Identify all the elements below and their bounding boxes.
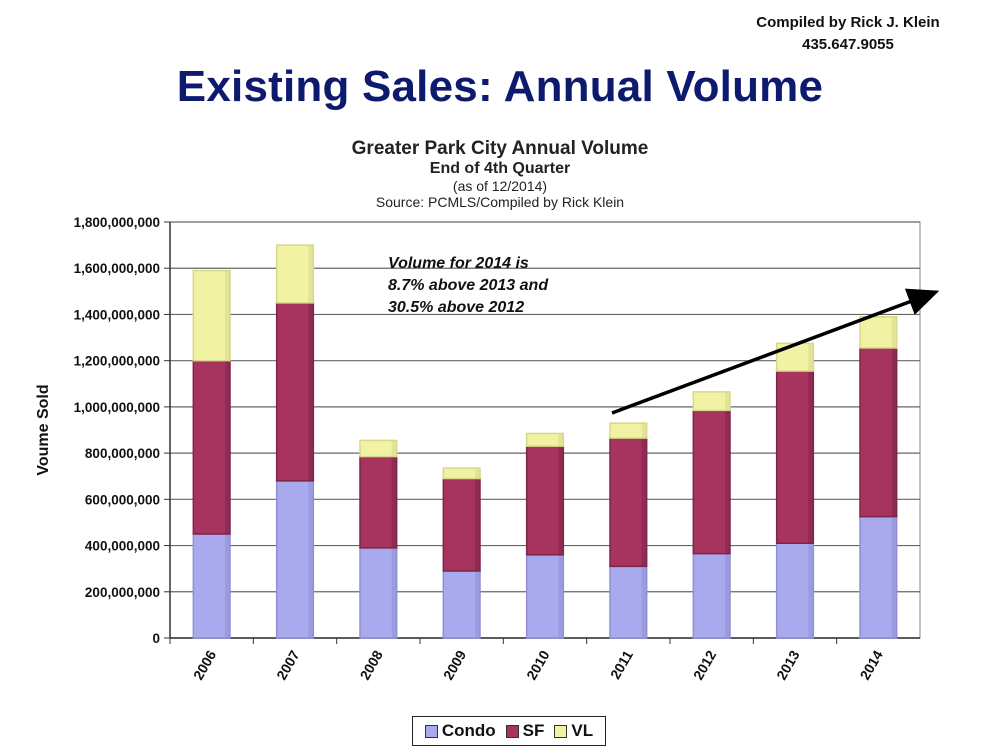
bar-condo-shade	[225, 534, 230, 638]
bar-condo	[859, 515, 898, 639]
bar-condo-shade	[725, 553, 730, 638]
bar-sf-shade	[391, 456, 397, 548]
bar-sf	[692, 409, 731, 555]
legend-label-sf: SF	[522, 721, 545, 740]
bar-sf-shade	[475, 478, 480, 571]
legend-item-vl: VL	[554, 721, 593, 741]
bar-condo	[275, 480, 315, 639]
y-tick-label: 1,600,000,000	[74, 261, 160, 276]
y-tick-label: 1,200,000,000	[74, 354, 160, 369]
bar-condo-shade	[558, 554, 564, 638]
legend-label-vl: VL	[571, 721, 594, 740]
x-tick-label: 2010	[523, 647, 553, 682]
bar-vl-shade	[225, 270, 230, 361]
bar-sf	[609, 437, 648, 568]
x-tick-label: 2007	[273, 647, 303, 682]
chart-legend: Condo SF VL	[412, 716, 606, 746]
legend-label-condo: Condo	[441, 721, 496, 740]
y-tick-label: 200,000,000	[85, 585, 160, 600]
compiled-by-block: Compiled by Rick J. Klein 435.647.9055	[738, 12, 958, 56]
bar-vl	[192, 269, 231, 362]
chart-subtitle: End of 4th Quarter	[429, 159, 571, 177]
bar-sf-shade	[725, 410, 730, 554]
y-tick-label: 1,400,000,000	[74, 307, 160, 322]
bar-sf-shade	[308, 302, 314, 481]
bar-condo	[692, 552, 731, 639]
bar-vl-shade	[891, 316, 897, 348]
page-title: Existing Sales: Annual Volume	[176, 62, 824, 111]
bar-vl	[525, 432, 565, 447]
legend-swatch-sf	[505, 724, 519, 738]
bar-sf	[275, 302, 315, 482]
bar-condo-shade	[891, 516, 897, 638]
bar-vl-shade	[808, 343, 814, 372]
bar-condo	[775, 542, 815, 639]
bar-condo	[192, 533, 231, 639]
bar-sf	[359, 455, 398, 549]
bar-vl	[775, 342, 815, 372]
legend-swatch-condo	[424, 724, 438, 738]
y-tick-label: 400,000,000	[85, 539, 160, 554]
x-tick-label: 2011	[607, 647, 636, 681]
trend-arrow	[611, 288, 940, 415]
bar-vl-shade	[558, 433, 564, 447]
x-tick-label: 2014	[856, 647, 886, 682]
annotation-line: 30.5% above 2012	[388, 299, 524, 316]
chart-title: Greater Park City Annual Volume	[351, 138, 649, 159]
x-tick-label: 2008	[356, 647, 386, 682]
bar-condo	[525, 554, 565, 639]
bar-vl	[275, 244, 315, 304]
bar-condo	[609, 565, 648, 639]
x-tick-label: 2006	[190, 647, 220, 682]
bar-sf	[525, 445, 565, 556]
legend-item-sf: SF	[505, 721, 545, 741]
legend-swatch-vl	[554, 724, 568, 738]
bar-sf-shade	[558, 446, 564, 555]
bar-vl-shade	[308, 245, 314, 303]
x-tick-label: 2009	[440, 647, 470, 682]
bar-vl-shade	[641, 423, 647, 439]
x-tick-label: 2012	[690, 647, 720, 682]
bar-sf	[775, 370, 815, 544]
y-axis-label: Voume Sold	[35, 384, 52, 475]
bar-vl-shade	[725, 391, 730, 411]
bar-vl	[859, 316, 898, 349]
bar-sf-shade	[641, 438, 647, 567]
y-tick-label: 600,000,000	[85, 492, 160, 507]
bar-vl	[359, 439, 398, 458]
bar-vl	[609, 422, 648, 439]
bar-condo	[359, 547, 398, 639]
bar-sf-shade	[808, 371, 814, 544]
compiled-by-text: Compiled by Rick J. Klein	[756, 14, 940, 31]
phone-number: 435.647.9055	[802, 36, 894, 53]
bar-vl-shade	[391, 440, 397, 457]
bar-sf	[192, 359, 231, 535]
y-tick-label: 800,000,000	[85, 446, 160, 461]
bar-sf-shade	[225, 360, 230, 534]
annotation-line: 8.7% above 2013 and	[388, 277, 549, 294]
y-tick-label: 1,000,000,000	[74, 400, 160, 415]
chart-source: Source: PCMLS/Compiled by Rick Klein	[375, 194, 625, 211]
bar-sf	[442, 477, 481, 572]
y-tick-label: 1,800,000,000	[74, 215, 160, 230]
bar-vl-shade	[475, 468, 480, 479]
x-tick-label: 2013	[773, 647, 803, 682]
bar-condo-shade	[308, 480, 314, 638]
bar-condo-shade	[475, 570, 480, 638]
bar-condo-shade	[641, 566, 647, 638]
bar-condo-shade	[391, 547, 397, 638]
chart-date-note: (as of 12/2014)	[452, 178, 548, 195]
bar-vl	[442, 467, 481, 480]
bar-sf-shade	[891, 347, 897, 517]
bar-condo-shade	[808, 543, 814, 638]
bar-sf	[859, 347, 898, 518]
annotation-line: Volume for 2014 is	[388, 255, 529, 272]
chart-title-block: Greater Park City Annual Volume End of 4…	[250, 138, 750, 210]
bar-condo	[442, 570, 481, 639]
y-tick-label: 0	[152, 631, 160, 646]
bar-vl	[692, 391, 731, 412]
legend-item-condo: Condo	[424, 721, 496, 741]
